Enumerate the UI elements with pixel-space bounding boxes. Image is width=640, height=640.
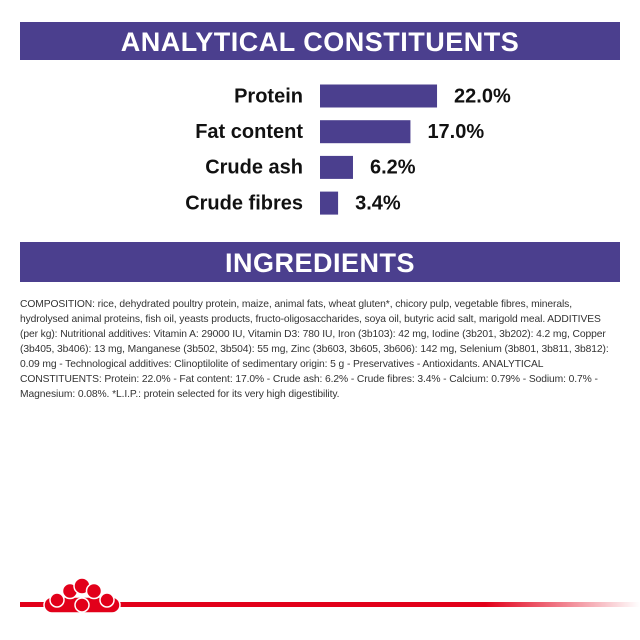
value-label: 17.0% xyxy=(427,121,484,143)
category-label: Crude ash xyxy=(205,157,303,179)
crown-logo xyxy=(43,577,121,614)
section-banner: ANALYTICAL CONSTITUENTS xyxy=(20,22,620,60)
value-label: 22.0% xyxy=(454,85,511,107)
footer-brand xyxy=(20,577,640,614)
section-banner: INGREDIENTS xyxy=(20,242,620,282)
bar xyxy=(320,191,339,215)
category-label: Crude fibres xyxy=(185,192,303,214)
value-label: 3.4% xyxy=(355,192,401,214)
category-label: Fat content xyxy=(195,121,303,143)
category-label: Protein xyxy=(234,85,303,107)
bar xyxy=(320,120,411,144)
ingredients-text: COMPOSITION: rice, dehydrated poultry pr… xyxy=(20,299,609,400)
chart: Protein 22.0% Fat content 17.0% Crude ash 6.2… xyxy=(185,84,511,215)
brand-stripe xyxy=(20,602,640,607)
value-label: 6.2% xyxy=(370,157,416,179)
bar xyxy=(320,155,353,179)
bar xyxy=(320,84,438,108)
